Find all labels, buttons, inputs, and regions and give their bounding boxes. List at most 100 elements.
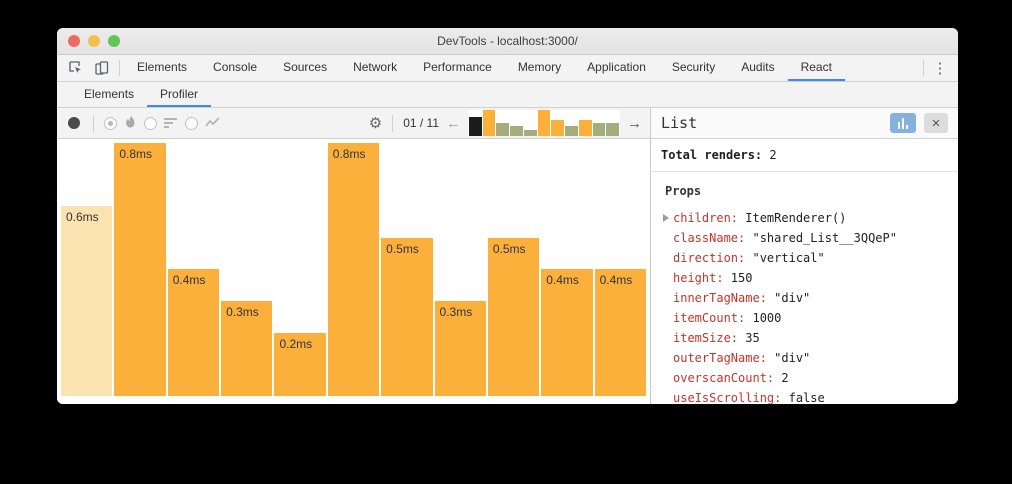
panel-tab-elements[interactable]: Elements [84,86,135,101]
total-renders-row: Total renders: 2 [651,139,958,172]
snapshot-thumbnails [468,110,620,136]
devtools-tab-list: Elements Console Sources Network Performance… [124,55,845,81]
prop-value: false [781,391,825,404]
snapshot-thumbnail[interactable] [565,126,578,136]
flamegraph-view-radio[interactable] [104,116,117,130]
bar-duration-label: 0.3ms [439,305,473,319]
render-bar[interactable]: 0.2ms [274,333,326,396]
view-component-chart-button[interactable] [890,113,916,133]
prop-row[interactable]: itemSize: 35 [659,328,950,348]
interactions-view-radio[interactable] [185,116,198,130]
prop-key: className: [673,231,746,245]
tab-react[interactable]: React [787,55,845,81]
prop-key: useIsScrolling: [673,391,782,404]
tab-network[interactable]: Network [353,60,398,74]
render-bar[interactable]: 0.5ms [381,238,433,396]
render-bar[interactable]: 0.3ms [434,301,486,396]
bar-duration-label: 0.4ms [172,273,206,287]
expand-arrow-icon [659,354,673,362]
panel-tab-profiler[interactable]: Profiler [147,82,212,107]
close-window-button[interactable] [68,35,80,47]
snapshot-counter: 01 / 11 [403,116,439,130]
prop-row[interactable]: className: "shared_List__3QQeP" [659,228,950,248]
bar-duration-label: 0.4ms [599,273,633,287]
devtools-tab-bar: Elements Console Sources Network Performance… [57,55,958,82]
inspect-element-icon[interactable] [63,55,89,81]
prop-key: outerTagName: [673,351,767,365]
snapshot-thumbnail[interactable] [469,116,482,136]
react-panel-tab-list: Elements Profiler [71,82,212,107]
device-toolbar-icon[interactable] [89,55,115,81]
prop-row[interactable]: outerTagName: "div" [659,348,950,368]
tab-memory[interactable]: Memory [517,60,562,74]
prev-snapshot-arrow-icon[interactable]: ← [446,114,461,132]
prop-value: ItemRenderer() [738,211,847,225]
render-bar[interactable]: 0.8ms [114,143,166,396]
prop-value: "div" [766,291,811,305]
render-bar[interactable]: 0.8ms [327,143,380,396]
tab-console[interactable]: Console [213,60,258,74]
snapshot-thumbnail[interactable] [592,123,606,136]
render-bar[interactable]: 0.3ms [221,301,273,396]
snapshot-thumbnail[interactable] [482,110,496,136]
snapshot-thumbnail[interactable] [578,119,592,136]
toolbar-divider [119,60,120,76]
tab-application[interactable]: Application [587,60,646,74]
prop-value: "shared_List__3QQeP" [745,231,897,245]
expand-arrow-icon [659,254,673,262]
devtools-menu-icon[interactable]: ⋮ [932,60,948,77]
component-details-pane: List × Total renders: 2 Props children: … [651,108,958,404]
prop-key: overscanCount: [673,371,775,385]
render-bar[interactable]: 0.6ms [61,206,113,396]
render-bar-chart: 0.6ms 0.8ms 0.4ms 0.3ms 0.2ms 0.8ms 0.5ms 0.3ms… [57,139,650,404]
traffic-lights [68,28,120,54]
prop-value: 35 [738,331,760,345]
expand-arrow-icon[interactable] [659,214,673,222]
prop-row[interactable]: direction: "vertical" [659,248,950,268]
component-details-header: List × [651,108,958,139]
toolbar-divider [93,114,94,132]
prop-key: itemSize: [673,331,739,345]
record-profile-button[interactable] [68,117,80,129]
prop-row[interactable]: useIsScrolling: false [659,388,950,404]
tab-audits[interactable]: Audits [741,60,775,74]
prop-row[interactable]: itemCount: 1000 [659,308,950,328]
prop-key: height: [673,271,724,285]
prop-value: 150 [723,271,753,285]
panel-content: ⚙ 01 / 11 ← → 0.6ms 0.8ms 0.4ms 0.3ms 0.2ms 0… [57,108,958,404]
render-bar[interactable]: 0.4ms [594,269,646,396]
tab-sources[interactable]: Sources [283,60,328,74]
snapshot-thumbnail[interactable] [523,129,537,136]
close-details-button[interactable]: × [924,113,948,133]
bar-duration-label: 0.2ms [279,337,313,351]
minimize-window-button[interactable] [88,35,100,47]
snapshot-thumbnail[interactable] [606,123,620,136]
snapshot-thumbnail[interactable] [537,110,551,136]
window-titlebar: DevTools - localhost:3000/ [57,28,958,55]
tab-performance[interactable]: Performance [423,60,492,74]
props-section: Props children: ItemRenderer() className:… [651,172,958,404]
prop-row[interactable]: height: 150 [659,268,950,288]
render-bar[interactable]: 0.5ms [487,238,540,396]
snapshot-thumbnail[interactable] [496,123,510,136]
expand-arrow-icon [659,294,673,302]
snapshot-thumbnail[interactable] [551,119,565,136]
toolbar-divider [392,114,394,132]
ranked-view-radio[interactable] [144,116,157,130]
render-bar[interactable]: 0.4ms [167,269,220,396]
prop-row[interactable]: overscanCount: 2 [659,368,950,388]
snapshot-thumbnail[interactable] [510,126,523,136]
flamegraph-icon [124,116,137,130]
profiler-settings-gear-icon[interactable]: ⚙ [368,114,383,132]
expand-arrow-icon [659,394,673,402]
prop-row[interactable]: innerTagName: "div" [659,288,950,308]
render-bar[interactable]: 0.4ms [541,269,593,396]
tab-security[interactable]: Security [671,60,716,74]
prop-row[interactable]: children: ItemRenderer() [659,208,950,228]
bar-duration-label: 0.6ms [66,210,99,224]
tab-elements[interactable]: Elements [137,60,188,74]
next-snapshot-arrow-icon[interactable]: → [627,114,642,132]
fullscreen-window-button[interactable] [108,35,120,47]
prop-value: "vertical" [745,251,825,265]
